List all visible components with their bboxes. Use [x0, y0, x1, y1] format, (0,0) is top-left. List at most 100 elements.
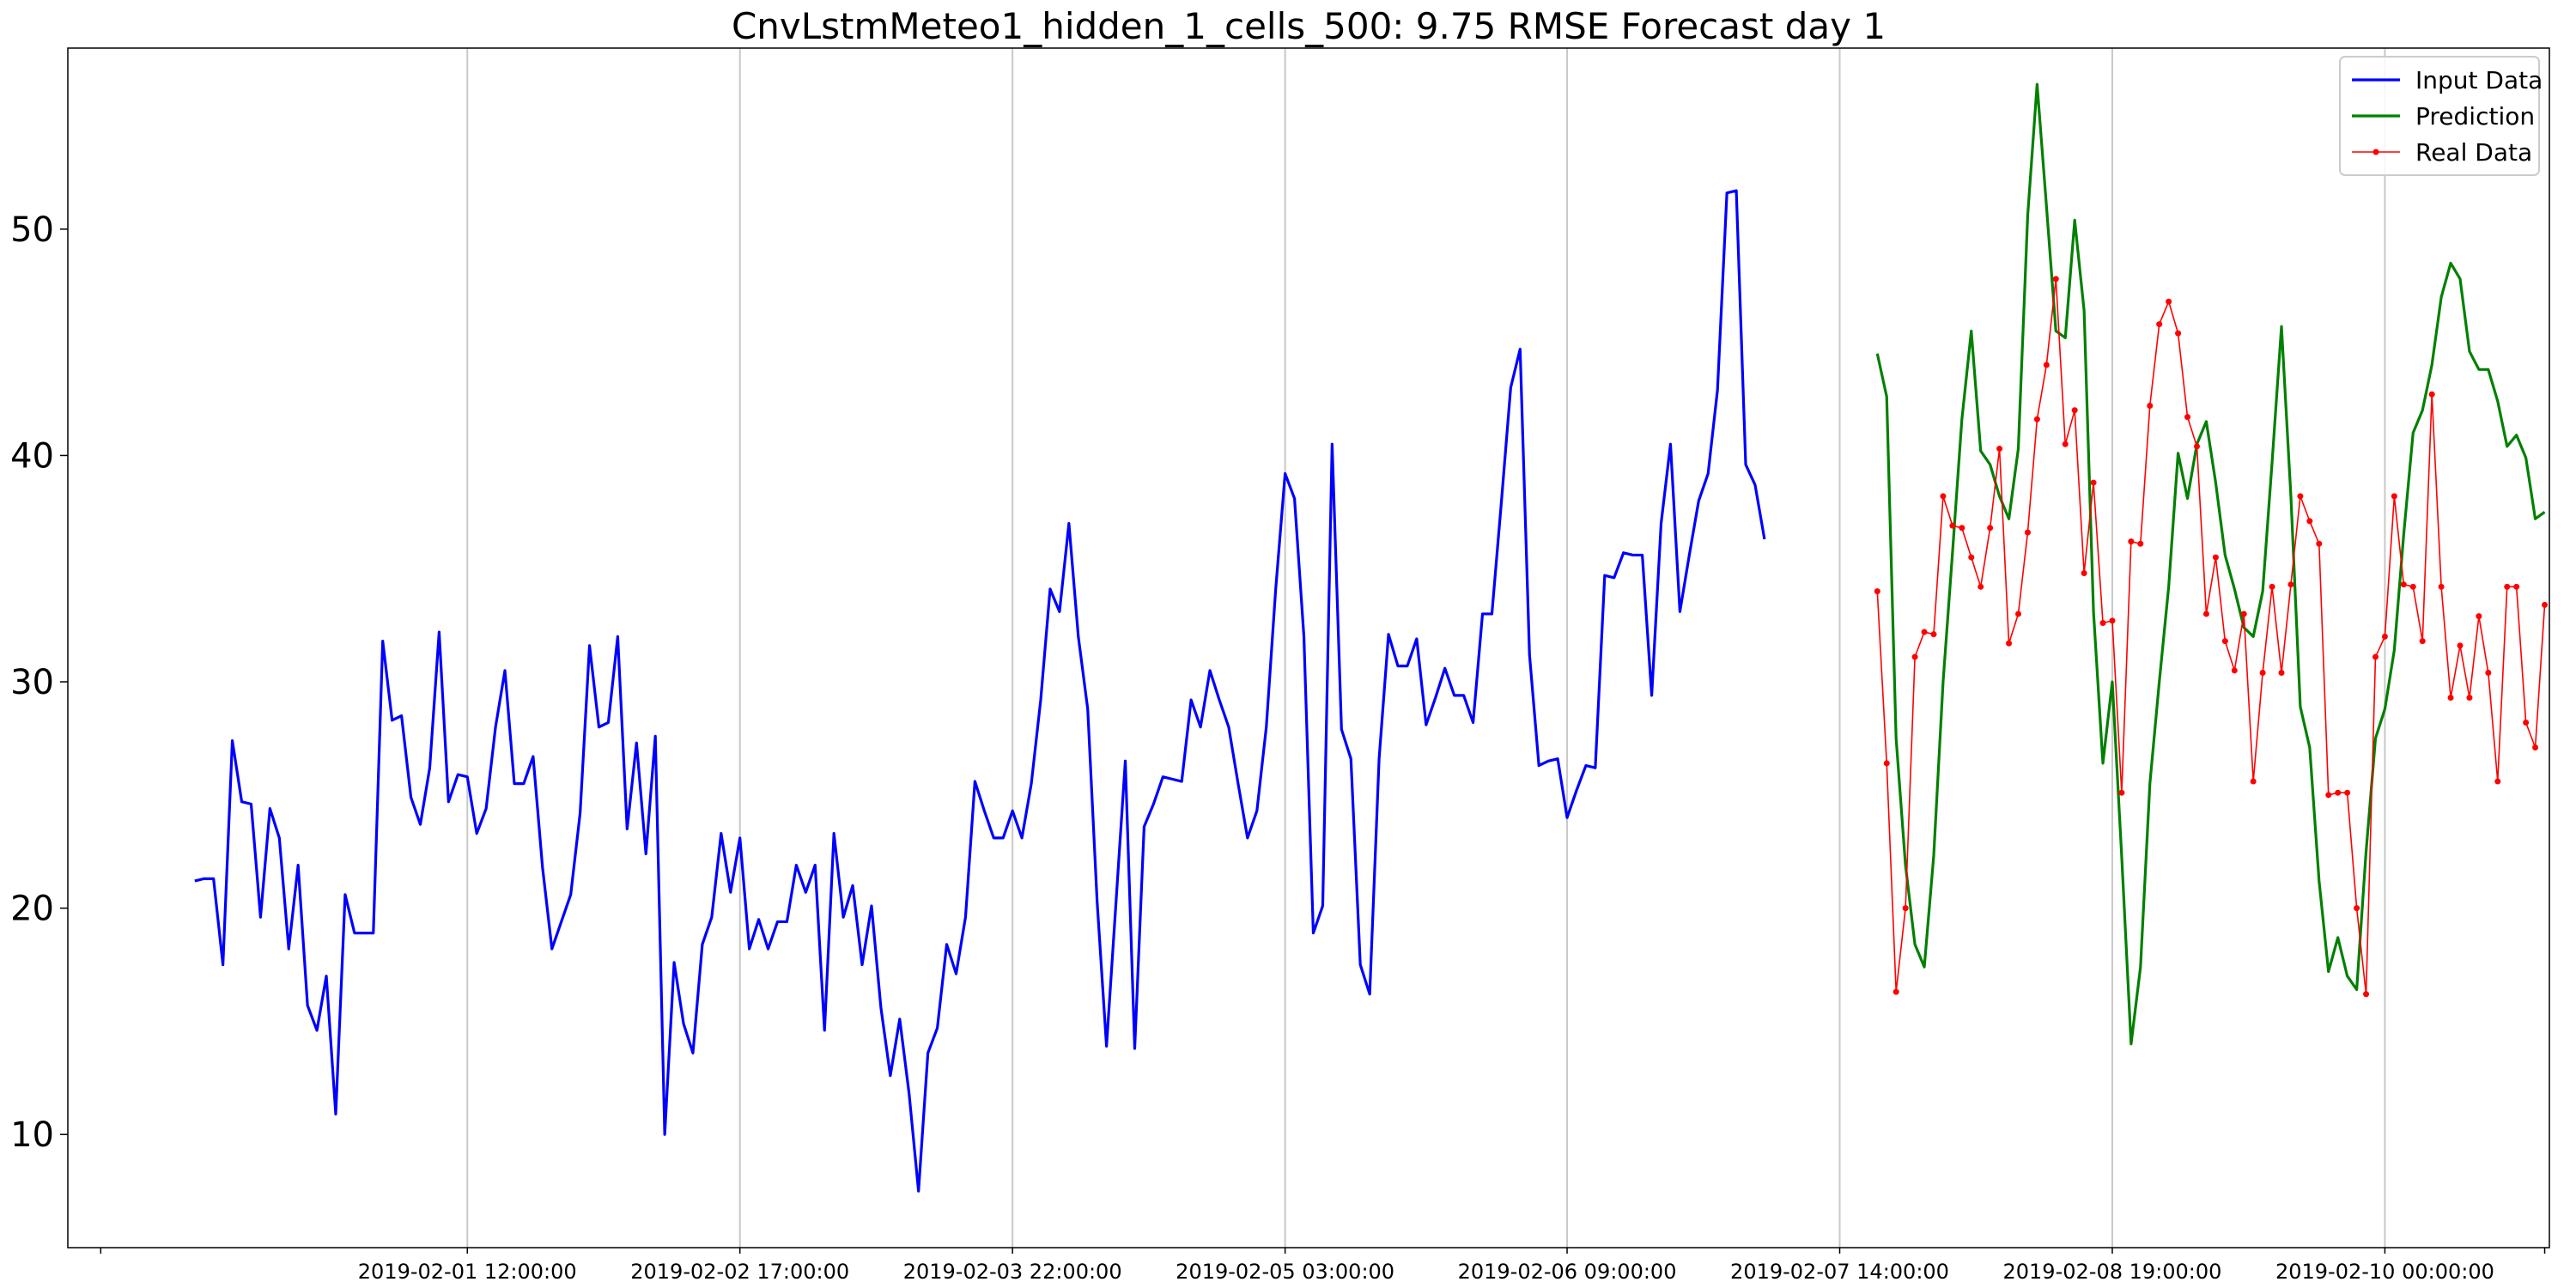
- legend-label: Real Data: [2415, 138, 2532, 167]
- data-point: [2400, 581, 2407, 588]
- x-tick-label: 2019-02-03 22:00:00: [903, 1260, 1122, 1284]
- data-point: [2542, 601, 2549, 608]
- chart-title: CnvLstmMeteo1_hidden_1_cells_500: 9.75 R…: [732, 5, 1886, 47]
- data-point: [2391, 493, 2397, 500]
- data-point: [2081, 570, 2087, 577]
- data-point: [2202, 611, 2209, 617]
- data-point: [2166, 298, 2172, 305]
- data-point: [2240, 611, 2247, 617]
- data-point: [2175, 330, 2182, 337]
- data-point: [2014, 611, 2021, 617]
- x-tick-label: 2019-02-08 19:00:00: [2003, 1260, 2222, 1284]
- data-point: [2363, 991, 2370, 998]
- data-point: [2278, 669, 2285, 676]
- x-tick-label: 2019-02-02 17:00:00: [630, 1260, 849, 1284]
- y-tick-label: 10: [10, 1115, 54, 1155]
- x-tick-label: 2019-02-06 09:00:00: [1458, 1260, 1677, 1284]
- data-point: [2118, 789, 2125, 796]
- data-point: [2409, 583, 2416, 590]
- data-point: [2344, 789, 2351, 796]
- series-line-prediction: [1875, 82, 2546, 1046]
- series-line-input-data: [194, 189, 1766, 1193]
- data-point: [2099, 620, 2106, 627]
- data-point: [1968, 554, 1975, 561]
- legend-marker: [2372, 149, 2379, 155]
- data-point: [2428, 391, 2435, 398]
- data-point: [1949, 522, 1956, 529]
- data-point: [1996, 446, 2003, 453]
- data-point: [1940, 493, 1947, 500]
- data-point: [2221, 638, 2228, 645]
- data-point: [2297, 493, 2304, 500]
- data-point: [1987, 525, 1994, 532]
- data-point: [2193, 443, 2200, 450]
- data-point: [2212, 554, 2219, 561]
- data-point: [2052, 276, 2059, 283]
- data-point: [2147, 402, 2154, 409]
- data-point: [2184, 414, 2191, 421]
- data-point: [2043, 361, 2050, 368]
- data-point: [1921, 629, 1928, 635]
- data-point: [2485, 669, 2492, 676]
- data-point: [2287, 581, 2294, 588]
- data-point: [2381, 633, 2388, 640]
- x-tick-label: 2019-02-01 12:00:00: [358, 1260, 577, 1284]
- data-point: [1930, 631, 1937, 638]
- data-point: [2466, 694, 2473, 701]
- data-point: [2335, 789, 2342, 796]
- legend-label: Input Data: [2415, 66, 2543, 94]
- data-point: [2476, 613, 2482, 620]
- data-point: [2033, 416, 2040, 422]
- data-point: [2128, 538, 2135, 545]
- data-point: [2231, 667, 2238, 674]
- data-point: [2006, 640, 2013, 647]
- data-point: [2504, 583, 2511, 590]
- data-point: [1959, 525, 1965, 532]
- data-point: [2109, 617, 2116, 624]
- y-tick-label: 50: [10, 210, 54, 250]
- data-point: [2306, 518, 2313, 525]
- data-point: [2062, 440, 2069, 447]
- data-point: [2447, 694, 2454, 701]
- data-point: [2071, 407, 2078, 414]
- grid-lines: [466, 48, 2386, 1248]
- legend-entry: Real Data: [2352, 138, 2532, 167]
- data-point: [1893, 988, 1899, 995]
- data-point: [2354, 905, 2360, 912]
- legend-entry: Input Data: [2352, 66, 2543, 94]
- plot-area: [194, 82, 2549, 1193]
- data-point: [2269, 583, 2275, 590]
- data-point: [2419, 638, 2426, 645]
- legend-label: Prediction: [2415, 102, 2535, 131]
- legend-entry: Prediction: [2352, 102, 2535, 131]
- legend-box: [2339, 56, 2540, 176]
- data-point: [2325, 792, 2332, 799]
- data-point: [2457, 642, 2464, 649]
- y-tick-label: 30: [10, 663, 54, 702]
- legend: Input Data Prediction Real Data: [2339, 56, 2543, 176]
- data-point: [1978, 583, 1984, 590]
- data-point: [2156, 321, 2163, 328]
- data-point: [2024, 529, 2031, 536]
- data-point: [2090, 479, 2097, 486]
- data-point: [2523, 719, 2530, 726]
- data-point: [2532, 744, 2539, 750]
- y-tick-label: 40: [10, 436, 54, 476]
- x-tick-label: 2019-02-07 14:00:00: [1730, 1260, 1949, 1284]
- series-line-real-data: [1876, 278, 2546, 995]
- data-point: [2372, 653, 2379, 660]
- data-point: [2316, 540, 2323, 547]
- data-point: [2250, 778, 2257, 785]
- data-point: [1902, 905, 1909, 912]
- x-tick-label: 2019-02-10 00:00:00: [2275, 1260, 2494, 1284]
- data-point: [2259, 669, 2266, 676]
- y-tick-label: 20: [10, 890, 54, 929]
- data-point: [1883, 760, 1890, 767]
- data-point: [1874, 588, 1880, 595]
- data-point: [2513, 583, 2520, 590]
- data-point: [2438, 583, 2445, 590]
- data-point: [2137, 540, 2144, 547]
- x-tick-label: 2019-02-05 03:00:00: [1176, 1260, 1394, 1284]
- data-point: [1911, 653, 1918, 660]
